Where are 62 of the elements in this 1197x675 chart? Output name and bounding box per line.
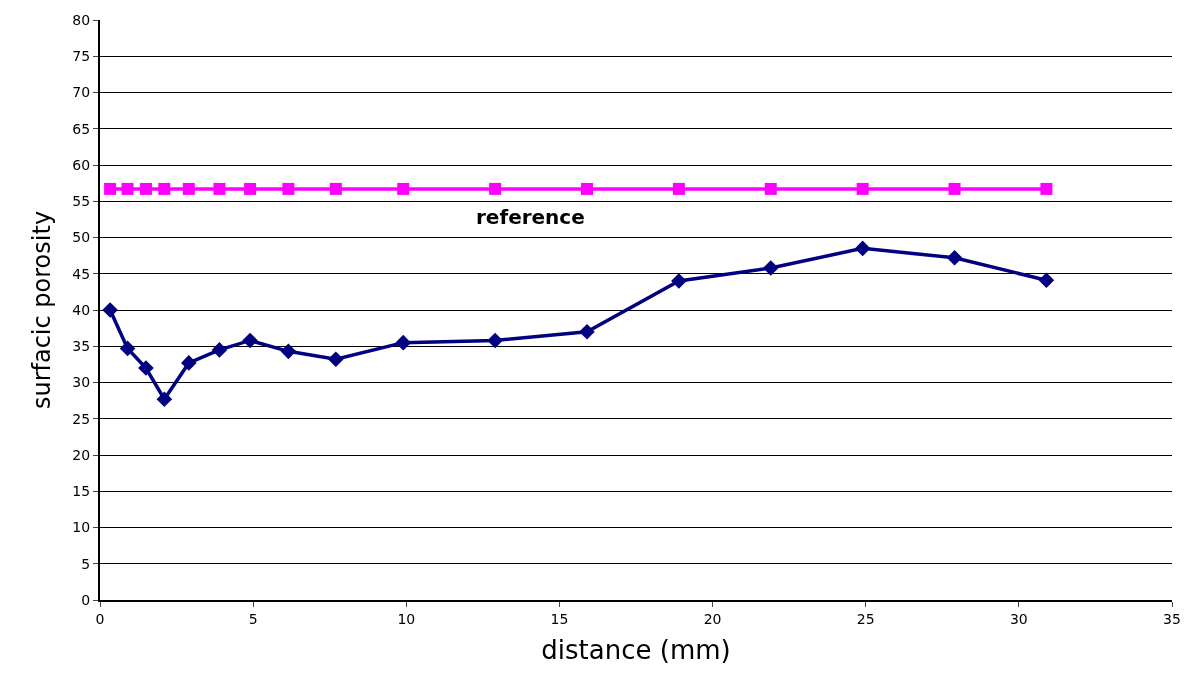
y-tick-label: 60 [72, 156, 91, 173]
point [329, 182, 342, 195]
point [211, 342, 228, 358]
point [762, 260, 779, 276]
x-tick-label: 15 [550, 610, 569, 627]
point [119, 340, 136, 357]
y-tick-label: 65 [72, 120, 91, 137]
point [764, 182, 777, 195]
y-tick-label: 50 [72, 229, 91, 246]
y-tick-label: 55 [72, 193, 91, 210]
point [948, 182, 961, 195]
point [282, 182, 295, 195]
point [244, 182, 257, 195]
point [328, 351, 344, 368]
point [121, 182, 134, 195]
point [156, 391, 173, 407]
point [856, 182, 869, 195]
y-axis-title: surfacic porosity [27, 210, 56, 410]
y-tick-label: 40 [72, 301, 91, 318]
point [580, 182, 593, 195]
point [671, 273, 687, 289]
point [139, 182, 152, 195]
point [672, 182, 685, 195]
point [579, 323, 595, 340]
point [158, 182, 171, 195]
point [138, 360, 154, 376]
point [1040, 182, 1053, 195]
point [104, 182, 117, 195]
y-tick-label: 30 [72, 374, 91, 391]
y-tick-label: 35 [72, 338, 91, 355]
y-tick-label: 15 [72, 483, 91, 500]
point [395, 334, 412, 351]
series-label: reference [476, 205, 585, 229]
y-tick-label: 5 [81, 555, 91, 572]
y-tick-label: 75 [72, 48, 91, 65]
y-tick-label: 70 [72, 84, 91, 101]
y-tick-label: 25 [72, 410, 91, 427]
point [854, 240, 871, 257]
point [946, 250, 963, 266]
y-tick-label: 20 [72, 446, 91, 463]
point [182, 182, 195, 195]
x-tick-label: 5 [248, 610, 258, 627]
point [397, 182, 410, 195]
point [280, 343, 297, 360]
point [102, 302, 118, 318]
point [242, 332, 258, 349]
x-axis-title: distance (mm) [541, 635, 731, 665]
point [1038, 272, 1055, 289]
point [181, 355, 197, 371]
x-tick-label: 25 [856, 610, 875, 627]
y-tick-label: 10 [72, 519, 91, 536]
point [489, 182, 502, 195]
point [487, 332, 503, 349]
x-tick-label: 20 [703, 610, 722, 627]
x-tick-label: 35 [1163, 610, 1181, 627]
x-tick-label: 10 [397, 610, 416, 627]
x-tick-label: 30 [1009, 610, 1028, 627]
y-tick-label: 80 [72, 11, 91, 28]
y-tick-label: 45 [72, 265, 91, 282]
point [213, 182, 226, 195]
y-tick-label: 0 [81, 591, 91, 608]
x-tick-label: 0 [95, 610, 105, 627]
